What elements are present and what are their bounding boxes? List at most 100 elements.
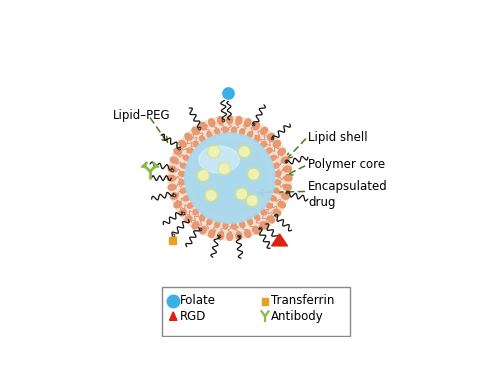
Ellipse shape — [218, 232, 224, 240]
Text: Polymer core: Polymer core — [308, 158, 385, 171]
Ellipse shape — [278, 149, 285, 155]
Ellipse shape — [254, 214, 260, 220]
Ellipse shape — [266, 148, 272, 153]
Ellipse shape — [246, 167, 260, 181]
Ellipse shape — [227, 116, 232, 124]
Ellipse shape — [174, 202, 182, 208]
Ellipse shape — [254, 136, 260, 142]
Ellipse shape — [208, 119, 214, 127]
Ellipse shape — [284, 175, 292, 181]
Ellipse shape — [170, 193, 178, 199]
Ellipse shape — [180, 163, 187, 168]
Text: Lipid shell: Lipid shell — [308, 130, 368, 144]
Ellipse shape — [268, 216, 274, 223]
Polygon shape — [272, 234, 287, 246]
FancyBboxPatch shape — [169, 236, 176, 244]
Ellipse shape — [192, 222, 198, 229]
Ellipse shape — [223, 222, 228, 229]
Ellipse shape — [235, 187, 248, 201]
Ellipse shape — [174, 149, 182, 155]
Ellipse shape — [207, 145, 220, 158]
Ellipse shape — [185, 133, 192, 140]
Ellipse shape — [208, 230, 214, 238]
Ellipse shape — [200, 136, 205, 142]
Ellipse shape — [274, 209, 280, 216]
FancyBboxPatch shape — [262, 298, 268, 305]
Ellipse shape — [202, 150, 258, 206]
Ellipse shape — [246, 194, 259, 208]
Ellipse shape — [223, 127, 228, 134]
Ellipse shape — [240, 147, 249, 157]
Ellipse shape — [179, 209, 186, 216]
Ellipse shape — [282, 157, 289, 163]
Ellipse shape — [270, 155, 276, 161]
Ellipse shape — [168, 116, 292, 240]
Ellipse shape — [215, 128, 220, 135]
Ellipse shape — [204, 188, 218, 202]
Ellipse shape — [212, 161, 247, 195]
Ellipse shape — [206, 191, 216, 200]
FancyBboxPatch shape — [162, 287, 350, 336]
Ellipse shape — [232, 222, 236, 229]
Ellipse shape — [274, 180, 280, 185]
Ellipse shape — [272, 163, 279, 168]
Ellipse shape — [266, 203, 272, 208]
Ellipse shape — [240, 128, 244, 135]
Ellipse shape — [198, 171, 208, 180]
Ellipse shape — [180, 188, 187, 193]
Ellipse shape — [248, 218, 252, 225]
Ellipse shape — [170, 157, 178, 163]
Ellipse shape — [215, 221, 220, 228]
Ellipse shape — [268, 133, 274, 140]
Ellipse shape — [220, 164, 229, 174]
Ellipse shape — [240, 221, 244, 228]
Ellipse shape — [248, 196, 257, 205]
Ellipse shape — [168, 175, 175, 181]
Ellipse shape — [278, 202, 285, 208]
Ellipse shape — [216, 164, 244, 192]
Ellipse shape — [183, 155, 190, 161]
Ellipse shape — [192, 127, 198, 135]
Ellipse shape — [200, 122, 206, 130]
Ellipse shape — [274, 141, 280, 147]
Ellipse shape — [244, 119, 251, 127]
Ellipse shape — [168, 184, 176, 190]
Ellipse shape — [184, 133, 275, 223]
Ellipse shape — [183, 196, 190, 201]
Ellipse shape — [178, 180, 186, 185]
Ellipse shape — [188, 136, 272, 220]
Ellipse shape — [274, 172, 280, 176]
Ellipse shape — [244, 230, 251, 238]
Ellipse shape — [188, 203, 194, 208]
Ellipse shape — [272, 188, 279, 193]
Ellipse shape — [193, 209, 199, 215]
Ellipse shape — [200, 214, 205, 220]
Ellipse shape — [227, 232, 232, 241]
Ellipse shape — [168, 166, 176, 172]
Ellipse shape — [209, 158, 250, 199]
Ellipse shape — [260, 127, 268, 135]
Text: Lipid–PEG: Lipid–PEG — [113, 109, 170, 122]
Ellipse shape — [178, 172, 186, 176]
Ellipse shape — [284, 184, 292, 190]
Ellipse shape — [199, 146, 239, 173]
Ellipse shape — [192, 140, 268, 216]
Text: Folate: Folate — [180, 294, 216, 307]
Ellipse shape — [260, 141, 266, 147]
Ellipse shape — [218, 116, 224, 124]
Ellipse shape — [218, 162, 232, 176]
Ellipse shape — [200, 226, 206, 234]
Ellipse shape — [184, 133, 275, 223]
Ellipse shape — [248, 132, 252, 138]
Ellipse shape — [260, 222, 268, 229]
Text: RGD: RGD — [180, 310, 206, 323]
Text: Transferrin: Transferrin — [271, 294, 334, 307]
Text: Encapsulated
drug: Encapsulated drug — [308, 180, 388, 208]
Ellipse shape — [196, 169, 210, 182]
Ellipse shape — [237, 189, 246, 199]
Ellipse shape — [270, 196, 276, 201]
Ellipse shape — [206, 154, 254, 202]
Ellipse shape — [236, 116, 242, 124]
Ellipse shape — [207, 218, 212, 225]
Ellipse shape — [198, 147, 261, 209]
